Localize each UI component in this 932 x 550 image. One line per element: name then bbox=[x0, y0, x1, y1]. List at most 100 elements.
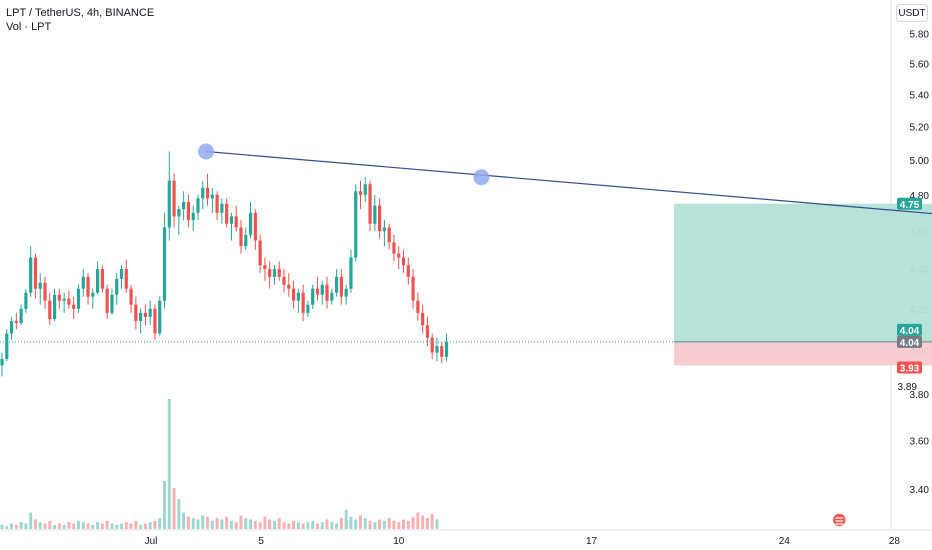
candle-body[interactable] bbox=[358, 191, 363, 195]
candle-body[interactable] bbox=[444, 341, 449, 357]
touch-point-marker[interactable] bbox=[473, 169, 490, 186]
candle-body[interactable] bbox=[330, 292, 334, 301]
candle-body[interactable] bbox=[57, 294, 61, 301]
profit-zone[interactable] bbox=[674, 203, 932, 342]
candle-body[interactable] bbox=[244, 234, 248, 247]
candle-body[interactable] bbox=[205, 187, 210, 199]
candle-body[interactable] bbox=[344, 288, 348, 297]
resistance-trendline[interactable] bbox=[206, 150, 932, 248]
candle-body[interactable] bbox=[81, 276, 85, 289]
candle-body[interactable] bbox=[139, 312, 143, 322]
candle-body[interactable] bbox=[143, 312, 147, 317]
candle-body[interactable] bbox=[320, 284, 324, 295]
candle-body[interactable] bbox=[272, 269, 277, 277]
candle-body[interactable] bbox=[158, 300, 162, 334]
candle-body[interactable] bbox=[349, 257, 353, 289]
candle-body[interactable] bbox=[119, 269, 124, 279]
candle-body[interactable] bbox=[368, 184, 372, 224]
event-flag-icon[interactable] bbox=[831, 512, 848, 528]
candle-body[interactable] bbox=[0, 358, 4, 366]
candle-body[interactable] bbox=[335, 276, 339, 293]
candle-body[interactable] bbox=[311, 288, 315, 305]
candle-body[interactable] bbox=[167, 180, 171, 228]
candle-body[interactable] bbox=[392, 242, 396, 254]
candle-body[interactable] bbox=[110, 294, 114, 313]
candle-body[interactable] bbox=[182, 201, 186, 210]
candle-body[interactable] bbox=[33, 257, 38, 289]
candle-body[interactable] bbox=[401, 257, 406, 266]
candle-body[interactable] bbox=[301, 292, 305, 313]
candle-body[interactable] bbox=[210, 194, 214, 199]
candle-body[interactable] bbox=[124, 269, 128, 289]
candle-body[interactable] bbox=[24, 292, 28, 309]
candle-body[interactable] bbox=[387, 227, 391, 243]
candle-body[interactable] bbox=[201, 187, 205, 199]
candle-body[interactable] bbox=[5, 333, 9, 359]
touch-point-marker[interactable] bbox=[198, 143, 215, 160]
candle-body[interactable] bbox=[14, 321, 18, 324]
candle-body[interactable] bbox=[148, 308, 152, 317]
candle-body[interactable] bbox=[220, 203, 224, 213]
candle-body[interactable] bbox=[100, 269, 104, 289]
candle-body[interactable] bbox=[425, 325, 430, 338]
candle-body[interactable] bbox=[86, 276, 90, 297]
candle-body[interactable] bbox=[339, 276, 343, 297]
candle-body[interactable] bbox=[48, 300, 52, 319]
candle-body[interactable] bbox=[186, 201, 191, 221]
candle-body[interactable] bbox=[430, 337, 434, 353]
candle-body[interactable] bbox=[253, 212, 257, 241]
candle-body[interactable] bbox=[440, 346, 444, 357]
candle-body[interactable] bbox=[378, 205, 382, 232]
candle-body[interactable] bbox=[263, 265, 267, 270]
candle-body[interactable] bbox=[153, 308, 157, 334]
candle-body[interactable] bbox=[43, 282, 47, 301]
candle-body[interactable] bbox=[129, 288, 133, 305]
candle-body[interactable] bbox=[282, 276, 286, 285]
candle-body[interactable] bbox=[67, 298, 71, 305]
candle-body[interactable] bbox=[248, 212, 253, 235]
candle-body[interactable] bbox=[215, 194, 219, 213]
candle-body[interactable] bbox=[177, 209, 181, 217]
candle-body[interactable] bbox=[354, 191, 358, 258]
candle-body[interactable] bbox=[421, 312, 425, 326]
candle-body[interactable] bbox=[306, 304, 310, 313]
symbol-title[interactable]: LPT / TetherUS, 4h, BINANCE bbox=[6, 7, 155, 19]
candle-body[interactable] bbox=[296, 292, 300, 301]
volume-label[interactable]: Vol · LPT bbox=[6, 21, 52, 33]
candle-body[interactable] bbox=[287, 284, 291, 289]
candle-body[interactable] bbox=[19, 308, 23, 324]
currency-button[interactable]: USDT bbox=[896, 4, 928, 22]
candle-body[interactable] bbox=[239, 227, 243, 247]
candle-body[interactable] bbox=[9, 321, 14, 334]
candle-body[interactable] bbox=[382, 227, 386, 232]
candle-body[interactable] bbox=[325, 284, 329, 301]
candle-body[interactable] bbox=[225, 203, 229, 224]
candle-body[interactable] bbox=[172, 180, 176, 217]
candle-body[interactable] bbox=[397, 253, 401, 258]
candle-body[interactable] bbox=[234, 216, 238, 228]
candle-body[interactable] bbox=[52, 294, 57, 319]
candle-body[interactable] bbox=[196, 198, 200, 213]
candle-body[interactable] bbox=[134, 304, 138, 322]
candle-body[interactable] bbox=[229, 216, 234, 224]
candle-body[interactable] bbox=[373, 205, 377, 224]
candle-body[interactable] bbox=[29, 257, 33, 293]
candle-body[interactable] bbox=[162, 227, 167, 301]
candle-body[interactable] bbox=[315, 288, 320, 295]
candle-body[interactable] bbox=[277, 269, 281, 277]
candle-body[interactable] bbox=[406, 265, 410, 277]
candle-body[interactable] bbox=[435, 346, 439, 353]
candle-body[interactable] bbox=[291, 288, 296, 301]
candle-body[interactable] bbox=[411, 276, 415, 301]
candle-body[interactable] bbox=[76, 288, 81, 309]
candle-body[interactable] bbox=[363, 184, 367, 195]
candle-body[interactable] bbox=[258, 240, 262, 266]
candle-body[interactable] bbox=[191, 212, 195, 221]
candle-body[interactable] bbox=[62, 298, 66, 301]
candle-body[interactable] bbox=[268, 269, 272, 277]
candle-body[interactable] bbox=[72, 304, 76, 309]
candle-body[interactable] bbox=[38, 282, 42, 289]
candle-body[interactable] bbox=[115, 278, 119, 295]
candle-body[interactable] bbox=[416, 300, 420, 313]
